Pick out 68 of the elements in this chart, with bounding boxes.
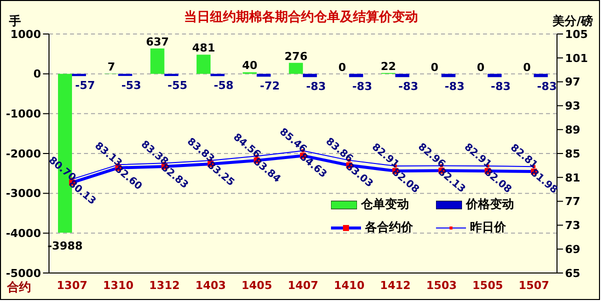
x-tick-label: 1405	[242, 278, 272, 292]
data-label: -83	[490, 80, 511, 94]
legend-label: 各合约价	[365, 219, 413, 236]
data-label: 7	[107, 60, 116, 74]
data-label: -83	[306, 80, 326, 94]
bar	[488, 74, 502, 78]
data-label: -57	[75, 79, 96, 92]
y-tick-label: -2000	[6, 147, 42, 160]
data-label: -53	[121, 78, 142, 92]
y-tick-label: -4000	[6, 227, 42, 240]
bar	[441, 74, 456, 78]
data-label: 637	[146, 35, 169, 48]
data-label: -83	[444, 80, 464, 94]
y2-tick-label: 85	[565, 147, 580, 160]
data-label: -55	[168, 79, 188, 92]
bar	[150, 48, 164, 74]
legend-label: 价格变动	[466, 196, 514, 213]
y2-tick-label: 89	[565, 124, 580, 137]
data-label: 22	[380, 60, 396, 73]
y2-tick-label: 97	[565, 76, 580, 89]
bar	[288, 62, 303, 74]
data-label: 0	[338, 60, 346, 74]
x-tick-label: 1410	[334, 278, 365, 292]
y2-tick-label: 93	[565, 100, 580, 113]
x-tick-label: 1307	[56, 278, 88, 292]
y2-tick-label: 69	[565, 243, 580, 256]
y2-tick-label: 81	[565, 171, 580, 184]
chart-title: 当日纽约期棉各期合约仓单及结算价变动	[184, 10, 418, 25]
data-label: 0	[476, 60, 485, 74]
y2-axis-title: 美分/磅	[552, 13, 593, 30]
x-tick-label: 1310	[102, 278, 134, 292]
data-label: 0	[430, 60, 439, 74]
bar	[164, 74, 178, 76]
y2-tick-label: 105	[565, 28, 588, 41]
data-label: -72	[260, 80, 280, 93]
x-tick-label: 1505	[472, 278, 504, 292]
legend-label: 仓单变动	[361, 196, 409, 213]
y2-tick-label: 101	[565, 52, 588, 65]
y2-tick-label: 73	[565, 219, 580, 232]
y-tick-label: -3000	[6, 187, 42, 200]
x-tick-label: 1412	[380, 278, 411, 292]
y2-tick-label: 65	[565, 266, 580, 280]
x-tick-label: 1407	[288, 278, 318, 292]
bar	[349, 74, 364, 78]
data-label: -83	[352, 80, 372, 94]
bar	[395, 74, 410, 78]
y-tick-label: 0	[33, 68, 42, 81]
legend-label: 昨日价	[470, 219, 506, 236]
x-tick-label: 1312	[149, 278, 180, 292]
data-label: 276	[284, 50, 308, 63]
y-axis-title: 手	[9, 13, 21, 30]
y-tick-label: -5000	[6, 266, 42, 280]
y-tick-label: -1000	[6, 108, 42, 121]
bar	[302, 74, 317, 78]
x-axis-title: 合约	[7, 279, 31, 296]
data-label: 40	[242, 59, 258, 72]
x-tick-label: 1403	[195, 278, 226, 292]
bar	[196, 54, 211, 74]
y2-tick-label: 77	[565, 195, 580, 208]
bar	[534, 74, 548, 78]
y-tick-label: 1000	[10, 28, 42, 41]
data-label: -83	[536, 80, 557, 94]
x-tick-label: 1503	[426, 278, 457, 292]
data-label: -83	[398, 80, 418, 94]
data-label: 481	[192, 42, 216, 55]
data-label: 0	[523, 60, 532, 74]
x-tick-label: 1507	[518, 278, 550, 292]
data-label: -58	[214, 79, 234, 92]
